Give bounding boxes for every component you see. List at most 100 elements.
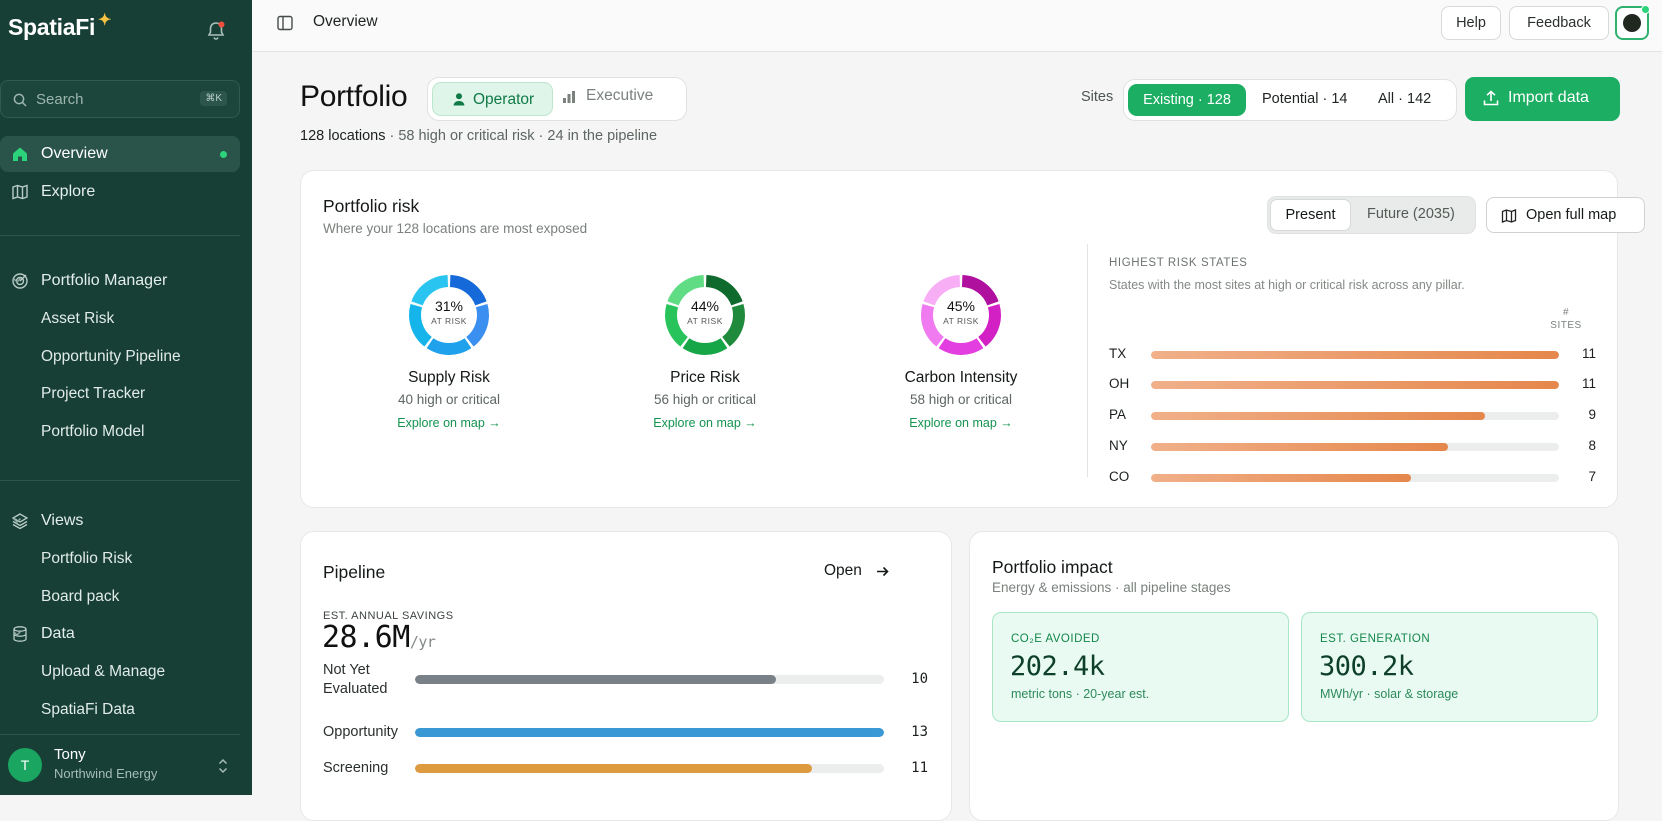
sidebar-item-upload-manage[interactable]: Upload & Manage	[41, 663, 166, 680]
time-present-tab[interactable]: Present	[1270, 199, 1351, 231]
state-site-count: 8	[1588, 438, 1596, 453]
portfolio-summary: 128 locations · 58 high or critical risk…	[300, 128, 657, 144]
chevron-down-icon	[12, 277, 22, 284]
state-bar-track	[1151, 443, 1559, 451]
metric-at-risk-label: AT RISK	[687, 316, 723, 326]
state-bar-track	[1151, 412, 1559, 420]
stat-sub: MWh/yr · solar & storage	[1320, 687, 1459, 701]
topbar: Overview Help Feedback	[252, 0, 1662, 52]
explore-on-map-link[interactable]: Explore on map →	[909, 416, 1013, 430]
state-site-count: 9	[1588, 407, 1596, 422]
explore-on-map-link[interactable]: Explore on map →	[653, 416, 757, 430]
filter-all[interactable]: All · 142	[1378, 91, 1432, 107]
sidebar-divider	[0, 734, 240, 735]
sites-column-header: # SITES	[1550, 307, 1582, 331]
explore-on-map-link[interactable]: Explore on map →	[397, 416, 501, 430]
metric-at-risk-label: AT RISK	[943, 316, 979, 326]
donut-segment	[938, 338, 984, 355]
state-row: PA 9	[1109, 407, 1596, 427]
state-code: TX	[1109, 346, 1127, 361]
donut-segment	[665, 303, 688, 347]
metric-count: 40 high or critical	[397, 392, 501, 407]
arrow-right-icon	[877, 566, 889, 577]
search-icon	[13, 93, 27, 107]
state-site-count: 11	[1581, 346, 1596, 361]
time-future-tab[interactable]: Future (2035)	[1367, 206, 1455, 222]
view-mode-switch: Operator Executive	[427, 77, 687, 121]
chevron-down-icon	[12, 517, 22, 524]
sidebar-item-board-pack[interactable]: Board pack	[41, 588, 120, 605]
search-shortcut-badge: ⌘K	[200, 91, 227, 106]
search-input[interactable]: Search ⌘K	[0, 80, 240, 118]
stat-sub: metric tons · 20-year est.	[1011, 687, 1150, 701]
bar-chart-icon	[563, 91, 575, 103]
import-data-button[interactable]: Import data	[1465, 77, 1620, 121]
nav-section-views[interactable]: Views	[0, 503, 240, 539]
sidebar-toggle-icon[interactable]	[277, 15, 293, 31]
metric-name: Carbon Intensity	[904, 369, 1018, 386]
sidebar-divider	[0, 480, 240, 481]
summary-locations: 128 locations	[300, 128, 386, 144]
donut-segment	[978, 303, 1001, 347]
donut-chart-supply	[409, 275, 489, 355]
donut-segment	[921, 303, 944, 347]
nav-section-portfolio-manager[interactable]: Portfolio Manager	[0, 263, 240, 299]
nav-item-label: Overview	[41, 145, 108, 162]
sidebar-item-project-tracker[interactable]: Project Tracker	[41, 385, 146, 402]
co2-avoided-stat: CO₂E AVOIDED 202.4k metric tons · 20-yea…	[992, 612, 1289, 722]
pipeline-stage-row[interactable]: Not Yet Evaluated 10	[323, 662, 928, 712]
avatar: T	[8, 748, 42, 782]
mode-label: Executive	[586, 87, 654, 104]
filter-potential[interactable]: Potential · 14	[1262, 91, 1348, 107]
notifications-bell-icon[interactable]	[205, 20, 227, 42]
state-bar-fill	[1151, 381, 1559, 389]
state-code: OH	[1109, 376, 1130, 391]
breadcrumb: Overview	[313, 13, 378, 30]
pipeline-stage-row[interactable]: Opportunity 13	[323, 723, 928, 763]
state-site-count: 7	[1588, 469, 1596, 484]
feedback-button[interactable]: Feedback	[1509, 6, 1609, 40]
stage-label: Screening	[323, 760, 389, 776]
sidebar-item-spatiafi-data[interactable]: SpatiaFi Data	[41, 701, 135, 718]
state-bar-fill	[1151, 351, 1559, 359]
import-label: Import data	[1508, 89, 1589, 106]
est-generation-stat: EST. GENERATION 300.2k MWh/yr · solar & …	[1301, 612, 1598, 722]
state-code: CO	[1109, 469, 1130, 484]
sidebar-item-portfolio-model[interactable]: Portfolio Model	[41, 423, 145, 440]
stage-bar-track	[415, 764, 884, 773]
stage-count: 11	[911, 760, 928, 776]
help-button[interactable]: Help	[1441, 6, 1501, 40]
active-dot	[220, 151, 227, 158]
metric-count: 56 high or critical	[653, 392, 757, 407]
open-label: Open	[824, 562, 862, 579]
online-status-dot	[1641, 5, 1650, 14]
sidebar-item-asset-risk[interactable]: Asset Risk	[41, 310, 115, 327]
open-map-label: Open full map	[1526, 207, 1617, 223]
nav-item-explore[interactable]: Explore	[0, 174, 240, 210]
section-divider	[1087, 244, 1088, 477]
sidebar-item-portfolio-risk[interactable]: Portfolio Risk	[41, 550, 133, 567]
nav-item-overview[interactable]: Overview	[0, 136, 240, 172]
app-logo[interactable]: SpatiaFi ✦	[8, 12, 112, 40]
user-menu[interactable]: T Tony Northwind Energy	[0, 738, 252, 795]
sidebar-item-opportunity-pipeline[interactable]: Opportunity Pipeline	[41, 348, 181, 365]
donut-segment	[682, 338, 728, 355]
donut-segment	[923, 275, 961, 306]
pipeline-stage-row[interactable]: Screening 11	[323, 759, 928, 799]
state-bar-fill	[1151, 474, 1411, 482]
savings-amount: 28.6M	[322, 620, 410, 655]
card-title: Portfolio risk	[323, 196, 420, 216]
stat-label: EST. GENERATION	[1320, 633, 1431, 645]
open-pipeline-link[interactable]: Open	[824, 562, 889, 580]
profile-avatar[interactable]	[1615, 5, 1650, 40]
stage-count: 10	[911, 671, 928, 687]
open-full-map-button[interactable]: Open full map	[1486, 197, 1645, 233]
filter-existing[interactable]: Existing · 128	[1128, 84, 1246, 116]
mode-operator-tab[interactable]: Operator	[432, 82, 553, 116]
state-code: NY	[1109, 438, 1128, 453]
mode-executive-tab[interactable]: Executive	[562, 87, 653, 109]
state-row: OH 11	[1109, 376, 1596, 396]
metric-percent: 44%	[690, 298, 720, 314]
nav-section-data[interactable]: Data	[0, 616, 240, 652]
state-bar-track	[1151, 474, 1559, 482]
